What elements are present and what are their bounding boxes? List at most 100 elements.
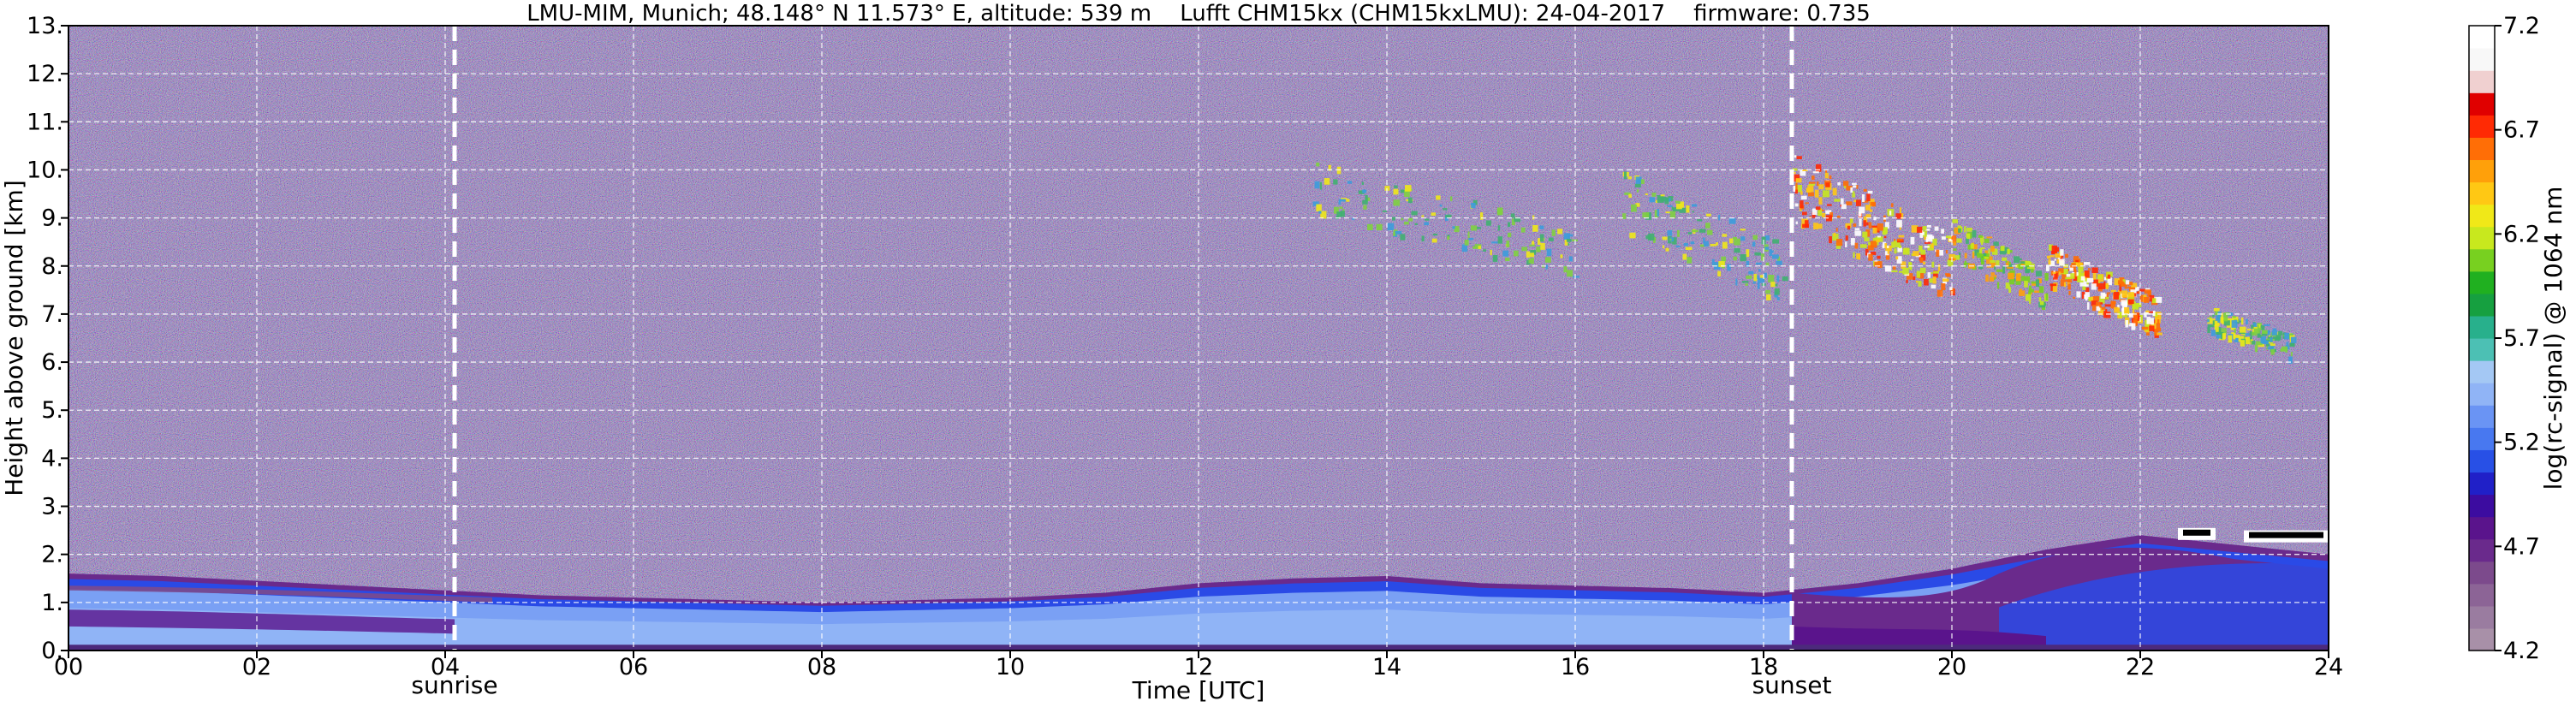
cloud-cell [1539,234,1544,242]
cloud-cell [2105,311,2111,318]
cloud-cell [2207,324,2215,328]
cloud-cell [1915,281,1919,283]
colorbar-segment [2469,315,2495,339]
cloud-cell [1338,200,1342,205]
cloud-cell [1752,241,1756,247]
colorbar-segment [2469,226,2495,250]
cloud-cell [2078,264,2084,272]
cloud-cell [1801,218,1808,226]
cloud-cell [1722,234,1728,237]
cloud-cell [1800,195,1807,200]
colorbar-segment [2469,181,2495,205]
cloud-cell [2146,311,2151,315]
cloud-cell [2133,320,2137,323]
cloud-cell [1924,246,1930,248]
cloud-cell [2069,265,2073,271]
cloud-cell [2052,286,2057,293]
cloud-cell [1902,267,1909,275]
cloud-cell [1471,203,1476,209]
cloud-cell [1937,264,1941,271]
cloud-cell [2049,283,2057,287]
cloud-cell [2060,279,2066,287]
cloud-cell [1382,210,1387,212]
cloud-cell [1834,199,1841,202]
cloud-cell [2106,282,2109,290]
cloud-cell [1865,229,1871,237]
cloud-cell [1932,238,1937,246]
cloud-cell [1361,181,1364,186]
cloud-cell [1896,239,1904,243]
cloud-cell [2223,313,2228,322]
cloud-cell [1687,232,1693,235]
colorbar-segment [2469,494,2495,518]
cloud-cell [2270,343,2276,347]
cloud-cell [2058,271,2061,276]
y-axis: 0. 1. 2. 3. 4. 5. 6. 7. 8. 9. 10. 11. 12. 13. [27,13,68,664]
cloud-cell [2038,297,2042,301]
cloud-cell [1853,223,1857,227]
cloud-cell [1977,253,1982,258]
bl-residual-stripe [68,585,492,603]
cloud-cell [2121,307,2125,316]
cloud-cell [1869,209,1873,212]
cloud-cell [2290,352,2293,357]
cloud-cell [2134,313,2139,320]
cloud-cell [2230,333,2236,340]
cloud-cell [1514,217,1521,223]
cloud-cell [2266,345,2269,350]
cloud-cell [2106,271,2113,277]
cloud-cell [2212,314,2215,318]
cloud-cell [2026,267,2031,270]
cloud-cell [2107,274,2111,279]
cloud-cell [2155,296,2163,303]
cloud-cell [2114,306,2119,311]
cloud-cell [1507,222,1511,228]
cloud-cell [1334,206,1339,214]
cloud-cell [1978,235,1983,238]
cloud-cell [2092,305,2097,312]
x-axis-label: Time [UTC] [1132,676,1265,704]
cloud-cell [1445,215,1449,222]
cloud-cell [1472,246,1478,249]
cloud-cell [2024,276,2031,283]
x-tick-label: 22 [2126,654,2155,680]
cloud-cell [1718,261,1725,267]
y-tick-label: 7. [41,301,63,328]
cloud-cell [2251,341,2256,345]
cloud-cell [1825,210,1832,214]
cloud-cell [1679,207,1687,213]
cloud-cell [2210,330,2216,336]
cloud-cell [1933,270,1938,278]
cloud-cell [1815,206,1821,211]
cloud-cell [2149,294,2155,302]
cloud-cell [1706,213,1711,217]
cloud-cell [1898,245,1902,248]
cloud-cell [1629,232,1636,239]
cloud-cell [1822,212,1826,217]
cloud-cell [1568,243,1570,246]
y-axis-label: Height above ground [km] [0,180,28,496]
cloud-cell [2149,325,2155,331]
cloud-cell [1764,247,1770,250]
cloud-cell [1421,215,1425,217]
cloud-cell [1897,247,1902,253]
cloud-cell [2127,296,2134,305]
cloud-cell [2020,261,2026,264]
cloud-cell [2058,268,2065,274]
cloud-cell [1901,261,1907,269]
cloud-cell [1669,211,1676,219]
cloud-cell [1862,231,1868,238]
cloud-cell [1795,185,1802,193]
cloud-cell [2135,286,2139,291]
cloud-cell [1958,228,1961,233]
cloud-cell [2097,275,2103,280]
cloud-cell [1567,234,1574,237]
cloud-cell [2092,272,2097,281]
cloud-cell [2065,276,2072,280]
cloud-cell [1847,225,1851,230]
cloud-cell [1675,200,1681,204]
cloud-cell [1852,191,1855,194]
cloud-cell [1645,235,1651,240]
cloud-cell [1883,235,1887,239]
cloud-cell [1919,245,1923,253]
